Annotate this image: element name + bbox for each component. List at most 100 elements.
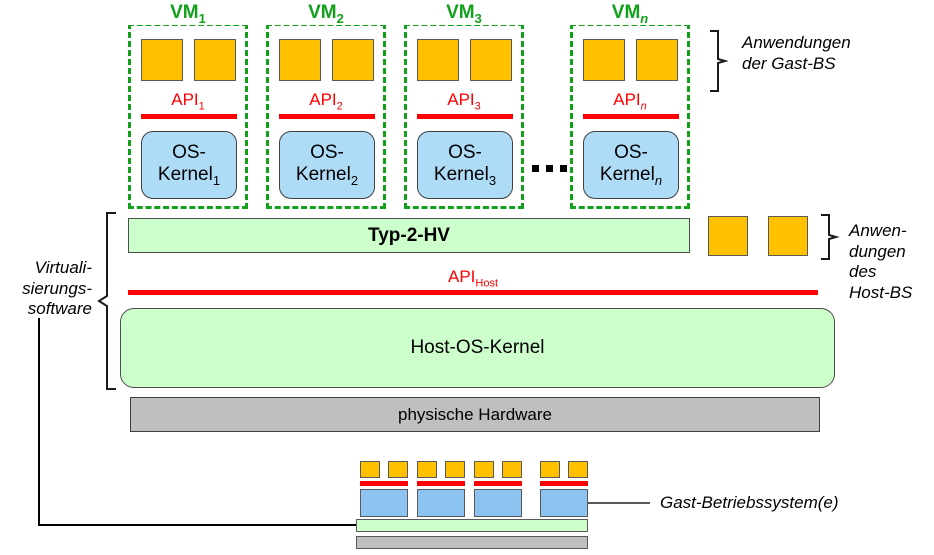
os-kernel-box-3: OS- Kernel3 — [417, 131, 513, 199]
os-kernel-label-1: OS- Kernel1 — [158, 142, 220, 189]
mini-app-1b — [388, 461, 408, 478]
mini-virtualization-layer — [356, 519, 588, 532]
guest-app-box-2b — [332, 39, 374, 81]
os-kernel-3-sub: 3 — [488, 172, 497, 188]
vm-label-1: VM1 — [128, 3, 248, 25]
guest-app-box-3b — [470, 39, 512, 81]
mini-kernel-1 — [360, 489, 408, 517]
mini-api-line-1 — [360, 481, 408, 486]
api-line-n — [583, 114, 679, 119]
api-line-2 — [279, 114, 375, 119]
os-kernel-1-line1: OS- — [172, 141, 206, 163]
api-label-n-text: API — [613, 90, 641, 109]
guest-apps-annotation: Anwendungen der Gast-BS — [742, 33, 851, 73]
host-api-sub: Host — [475, 277, 499, 290]
api-label-1: API1 — [128, 91, 248, 112]
host-api-label: APIHost — [128, 268, 818, 289]
mini-kernel-3 — [474, 489, 522, 517]
api-label-1-sub: 1 — [198, 100, 205, 113]
os-kernel-box-n: OS- Kerneln — [583, 131, 679, 199]
os-kernel-box-2: OS- Kernel2 — [279, 131, 375, 199]
mini-kernel-n — [540, 489, 588, 517]
physical-hardware-bar: physische Hardware — [130, 397, 820, 432]
ellipsis-dot-1 — [532, 165, 539, 172]
guest-app-box-nb — [636, 39, 678, 81]
vm-label-3-sub: 3 — [474, 10, 482, 26]
mini-hardware-layer — [356, 536, 588, 549]
guest-app-box-na — [583, 39, 625, 81]
mini-app-3a — [474, 461, 494, 478]
mini-api-line-n — [540, 481, 588, 486]
vm-label-1-text: VM — [170, 2, 199, 23]
mini-kernel-2 — [417, 489, 465, 517]
os-kernel-2-sub: 2 — [350, 172, 359, 188]
guest-app-box-1b — [194, 39, 236, 81]
vm-label-n-text: VM — [611, 2, 641, 23]
physical-hardware-label: physische Hardware — [397, 404, 552, 424]
mini-api-line-2 — [417, 481, 465, 486]
vm-label-n: VMn — [570, 3, 690, 25]
api-line-3 — [417, 114, 513, 119]
vm-label-n-sub: n — [640, 10, 649, 26]
mini-app-1a — [360, 461, 380, 478]
virtualization-brace — [97, 212, 116, 390]
vm-label-3-text: VM — [446, 2, 475, 23]
host-apps-annotation: Anwen- dungen des Host-BS — [849, 221, 913, 303]
mini-app-2b — [445, 461, 465, 478]
guest-app-box-2a — [279, 39, 321, 81]
mini-app-2a — [417, 461, 437, 478]
os-kernel-3-line1: OS- — [448, 141, 482, 163]
guest-app-box-3a — [417, 39, 459, 81]
api-label-2-text: API — [309, 90, 337, 109]
os-kernel-1-sub: 1 — [212, 172, 221, 188]
virtualization-leader-vertical — [38, 318, 40, 525]
mini-app-nb — [568, 461, 588, 478]
api-label-2: API2 — [266, 91, 386, 112]
vm-label-2: VM2 — [266, 3, 386, 25]
api-label-n-sub: n — [640, 100, 647, 113]
os-kernel-label-n: OS- Kerneln — [600, 142, 662, 189]
host-os-kernel-bar: Host-OS-Kernel — [120, 308, 835, 388]
vm-label-2-sub: 2 — [336, 10, 344, 26]
host-app-box-1 — [708, 216, 748, 256]
mini-app-na — [540, 461, 560, 478]
os-kernel-n-line2: Kernel — [599, 163, 655, 185]
virtualization-leader-horizontal — [38, 524, 356, 526]
vm-ellipsis — [532, 165, 567, 172]
vm-label-1-sub: 1 — [198, 10, 206, 26]
os-kernel-2-line2: Kernel — [295, 163, 351, 185]
ellipsis-dot-2 — [546, 165, 553, 172]
os-kernel-box-1: OS- Kernel1 — [141, 131, 237, 199]
api-label-2-sub: 2 — [336, 100, 343, 113]
vm-label-2-text: VM — [308, 2, 337, 23]
os-kernel-n-sub: n — [654, 172, 663, 188]
api-label-3-text: API — [447, 90, 475, 109]
os-kernel-3-line2: Kernel — [433, 163, 489, 185]
mini-api-line-3 — [474, 481, 522, 486]
hypervisor-label: Typ-2-HV — [368, 224, 450, 246]
api-label-3-sub: 3 — [474, 100, 481, 113]
host-apps-brace — [821, 214, 840, 260]
guest-apps-brace — [710, 30, 729, 92]
os-kernel-label-2: OS- Kernel2 — [296, 142, 358, 189]
api-label-1-text: API — [171, 90, 199, 109]
host-api-text: API — [447, 267, 476, 286]
hypervisor-bar: Typ-2-HV — [128, 218, 690, 253]
guest-os-annotation: Gast-Betriebssystem(e) — [660, 493, 839, 512]
os-kernel-1-line2: Kernel — [157, 163, 213, 185]
ellipsis-dot-3 — [560, 165, 567, 172]
guest-app-box-1a — [141, 39, 183, 81]
api-line-1 — [141, 114, 237, 119]
guest-os-leader-line — [588, 502, 650, 504]
host-os-kernel-label: Host-OS-Kernel — [410, 337, 545, 358]
os-kernel-label-3: OS- Kernel3 — [434, 142, 496, 189]
api-label-n: APIn — [570, 91, 690, 112]
host-api-line — [128, 290, 818, 295]
virtualization-software-annotation: Virtuali- sierungs- software — [22, 258, 92, 319]
api-label-3: API3 — [404, 91, 524, 112]
os-kernel-2-line1: OS- — [310, 141, 344, 163]
host-app-box-2 — [768, 216, 808, 256]
vm-label-3: VM3 — [404, 3, 524, 25]
mini-app-3b — [502, 461, 522, 478]
